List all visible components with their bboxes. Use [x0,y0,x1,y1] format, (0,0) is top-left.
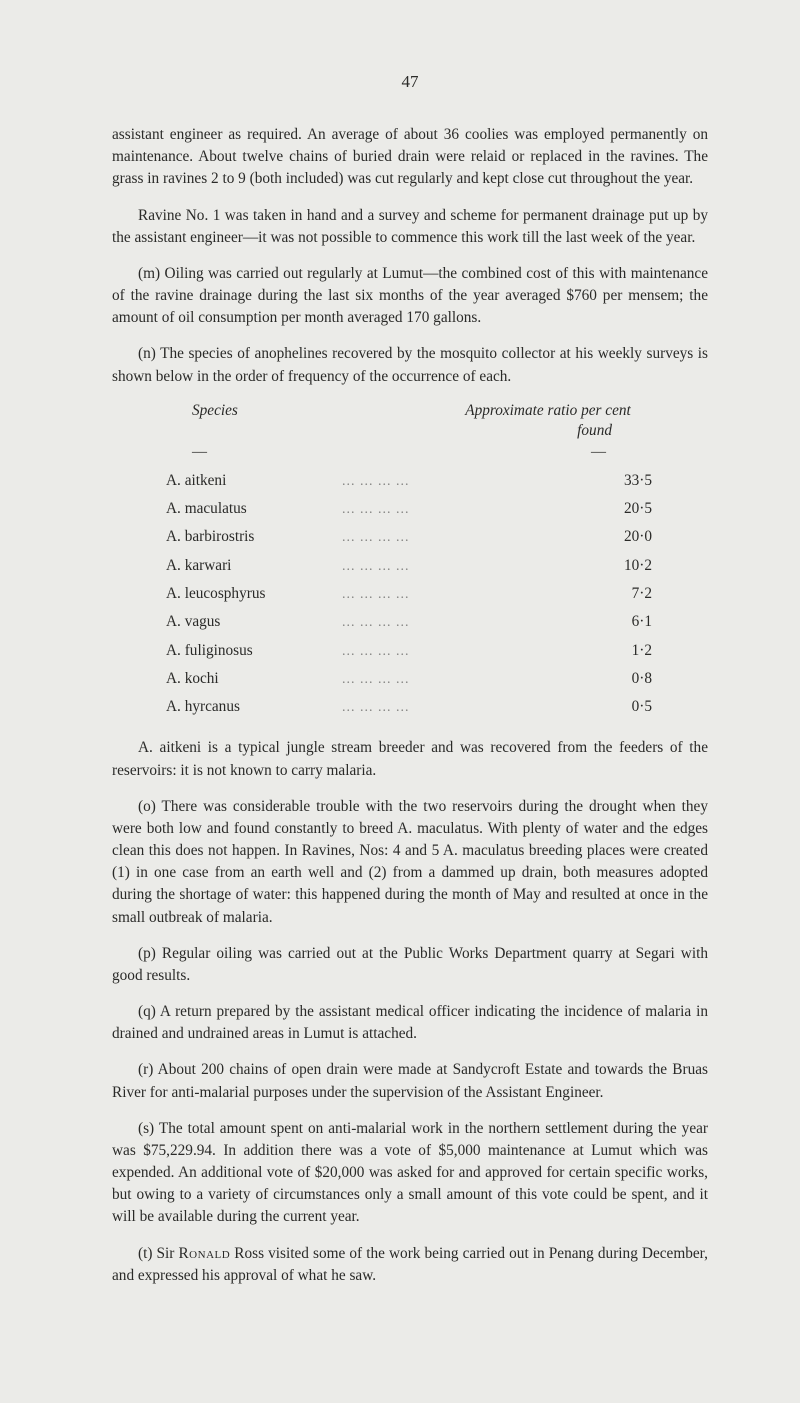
paragraph-t: (t) Sir Ronald Ross visited some of the … [112,1243,708,1287]
paragraph-r: (r) About 200 chains of open drain were … [112,1059,708,1103]
table-header-ratio: Approximate ratio per cent [418,402,678,420]
paragraph-n: (n) The species of anophelines recovered… [112,343,708,387]
table-header: Species Approximate ratio per cent [192,402,708,420]
dash-left: — [192,444,207,461]
leader-dots: ... ... ... ... [336,497,618,523]
p11-name: Ronald [178,1245,230,1262]
species-ratio: 7·2 [618,580,678,608]
species-name: A. fuliginosus [166,637,336,665]
table-row: A. kochi ... ... ... ... 0·8 [166,665,678,693]
leader-dots: ... ... ... ... [336,554,618,580]
table-row: A. leucosphyrus ... ... ... ... 7·2 [166,580,678,608]
leader-dots: ... ... ... ... [336,695,618,721]
paragraph-s: (s) The total amount spent on anti-malar… [112,1118,708,1229]
paragraph-ravine: Ravine No. 1 was taken in hand and a sur… [112,205,708,249]
document-page: 47 assistant engineer as required. An av… [0,0,800,1361]
table-row: A. maculatus ... ... ... ... 20·5 [166,495,678,523]
species-ratio: 0·8 [618,665,678,693]
species-table: A. aitkeni ... ... ... ... 33·5 A. macul… [166,467,678,722]
table-dash-row: — — [192,444,708,461]
table-row: A. aitkeni ... ... ... ... 33·5 [166,467,678,495]
paragraph-m: (m) Oiling was carried out regularly at … [112,263,708,330]
table-row: A. karwari ... ... ... ... 10·2 [166,552,678,580]
table-header-found: found [112,422,708,440]
species-name: A. barbirostris [166,523,336,551]
table-row: A. vagus ... ... ... ... 6·1 [166,608,678,636]
species-ratio: 0·5 [618,693,678,721]
leader-dots: ... ... ... ... [336,667,618,693]
species-name: A. hyrcanus [166,693,336,721]
species-ratio: 20·5 [618,495,678,523]
species-name: A. maculatus [166,495,336,523]
species-ratio: 20·0 [618,523,678,551]
species-name: A. kochi [166,665,336,693]
species-name: A. vagus [166,608,336,636]
species-name: A. aitkeni [166,467,336,495]
leader-dots: ... ... ... ... [336,582,618,608]
paragraph-p: (p) Regular oiling was carried out at th… [112,943,708,987]
paragraph-q: (q) A return prepared by the assistant m… [112,1001,708,1045]
species-ratio: 1·2 [618,637,678,665]
species-ratio: 33·5 [618,467,678,495]
leader-dots: ... ... ... ... [336,469,618,495]
p11-prefix: (t) Sir [138,1245,178,1262]
table-row: A. hyrcanus ... ... ... ... 0·5 [166,693,678,721]
table-row: A. fuliginosus ... ... ... ... 1·2 [166,637,678,665]
species-name: A. karwari [166,552,336,580]
paragraph-o: (o) There was considerable trouble with … [112,796,708,929]
leader-dots: ... ... ... ... [336,610,618,636]
page-number: 47 [112,72,708,92]
species-name: A. leucosphyrus [166,580,336,608]
leader-dots: ... ... ... ... [336,639,618,665]
table-header-species: Species [192,402,238,420]
paragraph-aitkeni: A. aitkeni is a typical jungle stream br… [112,737,708,781]
table-row: A. barbirostris ... ... ... ... 20·0 [166,523,678,551]
leader-dots: ... ... ... ... [336,525,618,551]
species-ratio: 6·1 [618,608,678,636]
species-ratio: 10·2 [618,552,678,580]
paragraph-intro: assistant engineer as required. An avera… [112,124,708,191]
dash-right: — [591,444,606,461]
